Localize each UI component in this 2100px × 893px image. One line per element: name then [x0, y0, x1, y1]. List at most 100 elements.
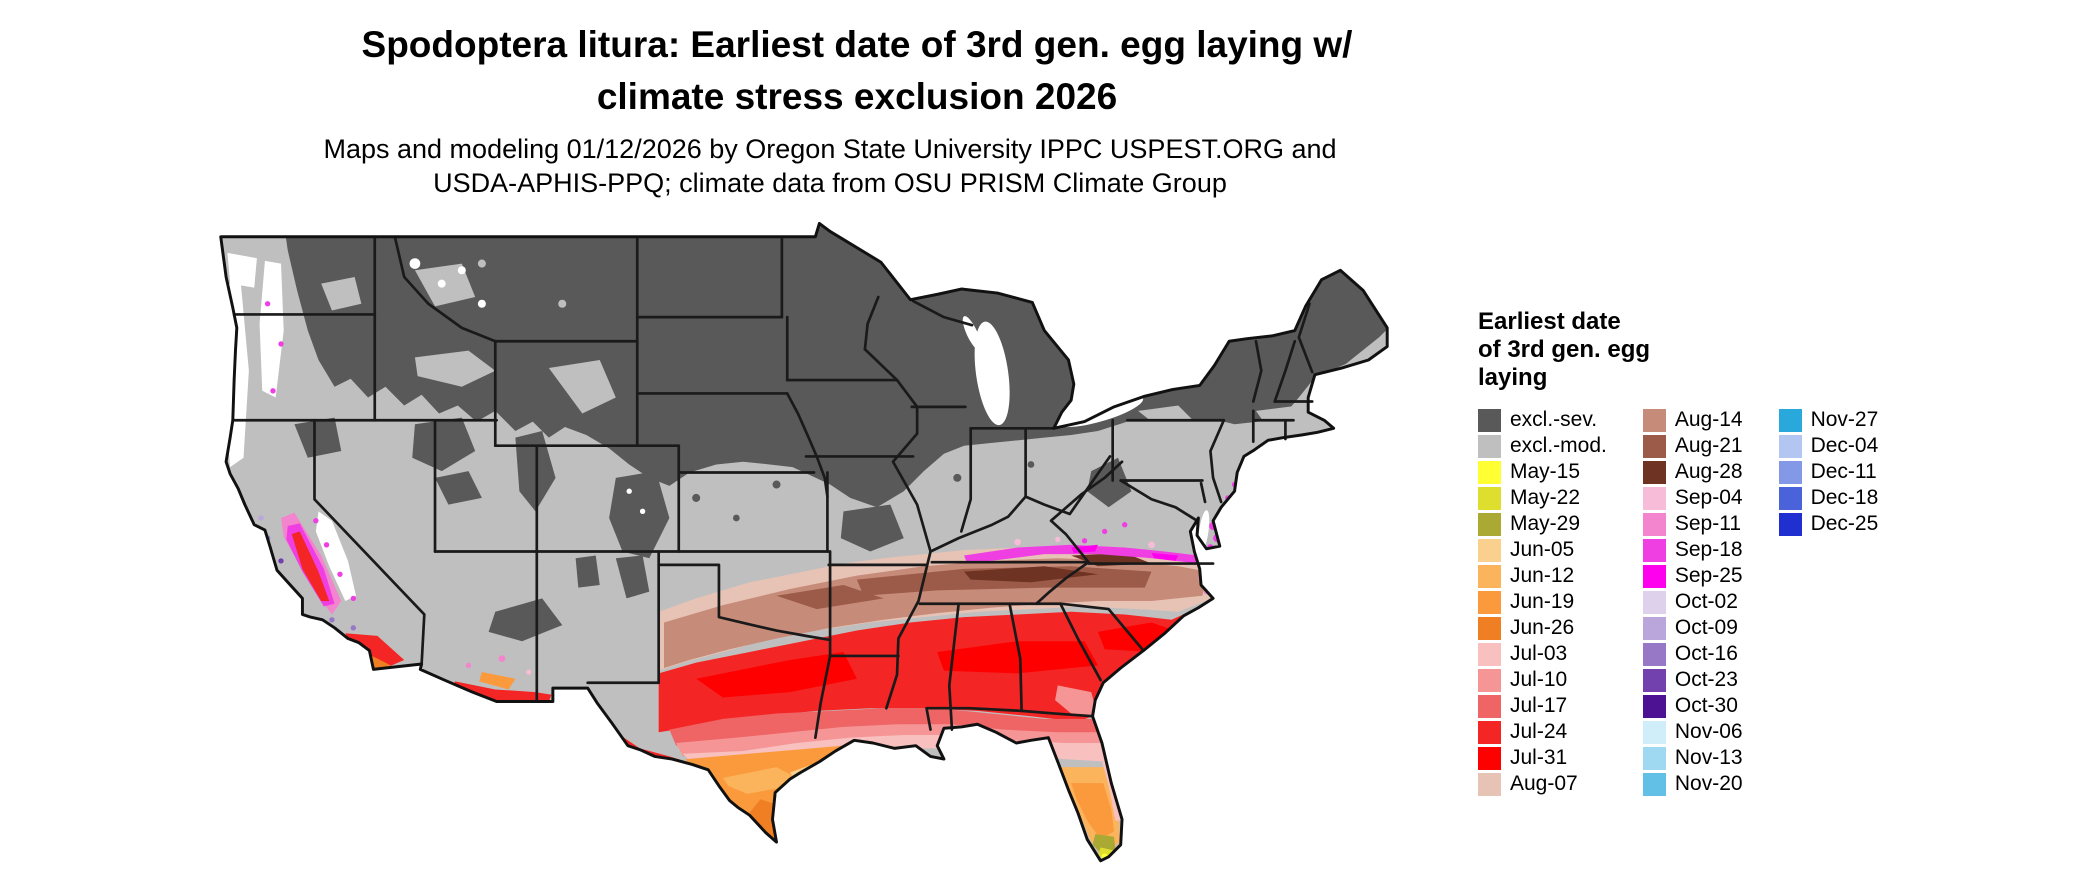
legend-item: Aug-14 — [1642, 407, 1743, 433]
legend-label: Sep-11 — [1674, 512, 1742, 535]
legend-item: Jun-26 — [1478, 615, 1607, 641]
legend-label: Aug-21 — [1674, 434, 1743, 457]
legend-swatch — [1778, 408, 1802, 432]
legend-item: May-22 — [1478, 485, 1607, 511]
legend-item: Oct-30 — [1642, 693, 1743, 719]
legend-item: Jul-31 — [1478, 745, 1607, 771]
legend-label: Jun-19 — [1510, 590, 1575, 613]
legend-label: Oct-30 — [1674, 694, 1738, 717]
legend-swatch — [1478, 746, 1501, 770]
legend-label: May-29 — [1510, 512, 1581, 535]
subtitle-line-1: Maps and modeling 01/12/2026 by Oregon S… — [323, 134, 1337, 164]
legend-label: Dec-18 — [1810, 486, 1879, 509]
legend-title-line-1: Earliest date — [1478, 308, 1621, 335]
legend-item: May-15 — [1478, 459, 1607, 485]
legend-item: Oct-16 — [1642, 641, 1743, 667]
legend-swatch — [1642, 694, 1666, 718]
state-boundary-lines — [231, 235, 1314, 739]
legend-label: Oct-16 — [1674, 642, 1738, 665]
legend-item: Dec-04 — [1778, 433, 1878, 459]
legend-item: Dec-18 — [1778, 485, 1879, 511]
legend-label: Dec-11 — [1810, 460, 1877, 483]
legend-item: Jun-05 — [1478, 537, 1607, 563]
legend-item: Oct-09 — [1642, 615, 1743, 641]
legend-label: Oct-23 — [1674, 668, 1738, 691]
page-title-line-2: climate stress exclusion 2026 — [596, 76, 1118, 117]
legend-column: Aug-14 Aug-21 Aug-28 Sep-04 Sep-11 Sep-18 Sep-… — [1642, 407, 1743, 797]
legend-label: Jul-17 — [1510, 694, 1568, 717]
legend-item: Dec-11 — [1778, 459, 1879, 485]
legend-swatch — [1642, 538, 1666, 562]
legend-label: Aug-14 — [1674, 408, 1743, 431]
legend-swatch — [1478, 538, 1501, 562]
legend-title-line-3: laying — [1478, 364, 1548, 391]
legend-label: Sep-25 — [1674, 564, 1743, 587]
legend-item: Sep-18 — [1642, 537, 1743, 563]
legend-swatch — [1478, 564, 1501, 588]
legend-label: Sep-18 — [1674, 538, 1743, 561]
legend-swatch — [1642, 720, 1666, 744]
conus-map — [214, 210, 1406, 893]
subtitle-line-2: USDA-APHIS-PPQ; climate data from OSU PR… — [433, 168, 1227, 198]
legend-swatch — [1478, 642, 1501, 666]
legend-swatch — [1642, 434, 1666, 458]
legend-item: Jun-19 — [1478, 589, 1607, 615]
legend-swatch — [1778, 434, 1802, 458]
legend-label: excl.-mod. — [1510, 434, 1607, 457]
legend-swatch — [1478, 434, 1501, 458]
legend-item: Aug-28 — [1642, 459, 1743, 485]
legend-swatch — [1642, 512, 1666, 536]
legend-swatch — [1642, 486, 1666, 510]
legend-label: May-22 — [1510, 486, 1581, 509]
legend-swatch — [1478, 772, 1501, 796]
legend-label: Jul-24 — [1510, 720, 1568, 743]
legend-swatch — [1478, 720, 1501, 744]
legend-label: Jun-05 — [1510, 538, 1575, 561]
legend-label: Nov-20 — [1674, 772, 1743, 795]
legend-label: Jul-10 — [1510, 668, 1568, 691]
legend-swatch — [1642, 668, 1666, 692]
legend-item: excl.-mod. — [1478, 433, 1607, 459]
legend-label: excl.-sev. — [1510, 408, 1598, 431]
legend-item: Jul-17 — [1478, 693, 1607, 719]
legend-item: Sep-04 — [1642, 485, 1743, 511]
legend-label: Sep-04 — [1674, 486, 1743, 509]
legend-item: Jul-03 — [1478, 641, 1607, 667]
legend-swatch — [1642, 772, 1666, 796]
legend-item: Oct-02 — [1642, 589, 1743, 615]
legend-swatch — [1478, 486, 1501, 510]
legend-label: Nov-06 — [1674, 720, 1743, 743]
legend-item: Sep-11 — [1642, 511, 1743, 537]
legend-label: Oct-09 — [1674, 616, 1738, 639]
legend-swatch — [1642, 408, 1666, 432]
legend-swatch — [1778, 460, 1802, 484]
legend-item: Nov-06 — [1642, 719, 1743, 745]
legend-item: Nov-27 — [1778, 407, 1879, 433]
legend-swatch — [1642, 642, 1666, 666]
legend-swatch — [1478, 694, 1501, 718]
legend-label: Aug-07 — [1510, 772, 1578, 795]
legend-item: Aug-07 — [1478, 771, 1607, 797]
legend-item: Jun-12 — [1478, 563, 1607, 589]
legend-label: Jul-03 — [1510, 642, 1568, 665]
legend-column: Nov-27 Dec-04 Dec-11 Dec-18 Dec-25 — [1778, 407, 1879, 537]
legend-item: Jul-10 — [1478, 667, 1607, 693]
legend-item: Nov-13 — [1642, 745, 1743, 771]
legend-item: May-29 — [1478, 511, 1607, 537]
us-outline — [219, 221, 1389, 863]
legend-label: Jun-26 — [1510, 616, 1575, 639]
legend-swatch — [1642, 616, 1666, 640]
legend-swatch — [1478, 408, 1501, 432]
legend-label: Dec-25 — [1810, 512, 1879, 535]
legend-swatch — [1478, 590, 1501, 614]
legend-label: Jun-12 — [1510, 564, 1575, 587]
legend-item: Jul-24 — [1478, 719, 1607, 745]
legend-label: Nov-27 — [1810, 408, 1879, 431]
legend-title-line-2: of 3rd gen. egg — [1478, 336, 1651, 363]
legend-columns: excl.-sev. excl.-mod. May-15 May-22 May-29 Ju… — [1478, 407, 2090, 797]
legend-label: Nov-13 — [1674, 746, 1743, 769]
legend-swatch — [1642, 460, 1666, 484]
legend-swatch — [1778, 512, 1802, 536]
legend-swatch — [1642, 590, 1666, 614]
legend-item: Sep-25 — [1642, 563, 1743, 589]
